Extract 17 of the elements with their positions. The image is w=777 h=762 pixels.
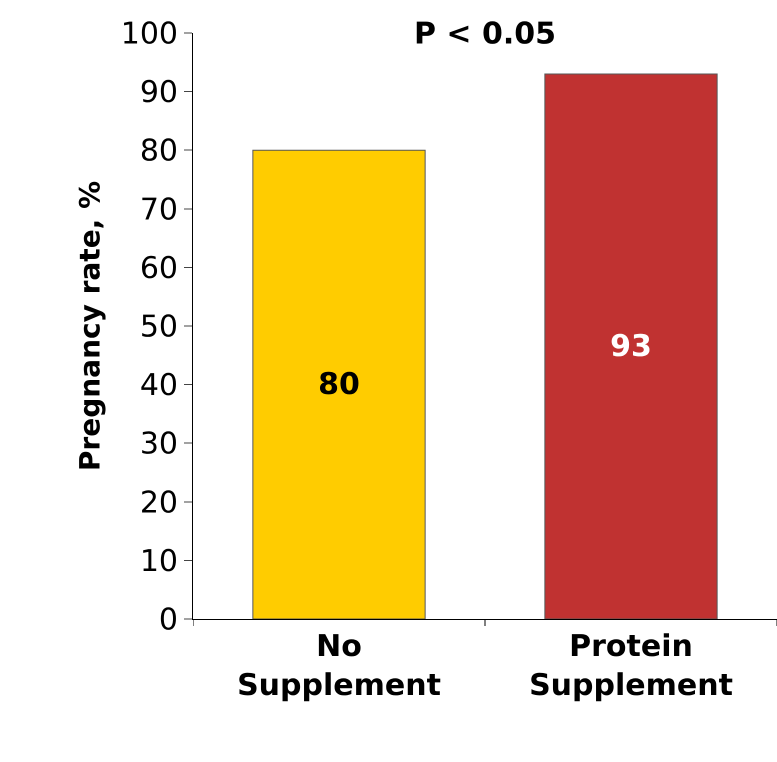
y-tick-label: 90: [140, 75, 178, 110]
y-tick-label: 50: [140, 310, 178, 344]
chart-title: P < 0.05: [414, 16, 556, 52]
y-tick-label: 20: [140, 485, 178, 520]
y-axis-title: Pregnancy rate, %: [73, 180, 106, 472]
data-label: 93: [610, 329, 652, 364]
x-tick-label: Protein Supplement: [529, 629, 733, 703]
y-tick-label: 0: [158, 602, 178, 638]
y-tick-label: 70: [140, 192, 178, 228]
y-tick-label: 100: [120, 16, 178, 52]
y-tick-label: 80: [140, 134, 178, 169]
x-tick-label: No Supplement: [237, 629, 441, 703]
y-tick-label: 60: [140, 250, 178, 286]
y-tick-label: 10: [140, 544, 178, 579]
y-tick-label: 30: [140, 426, 178, 462]
y-tick-label: 40: [140, 368, 178, 404]
data-label: 80: [318, 367, 360, 402]
